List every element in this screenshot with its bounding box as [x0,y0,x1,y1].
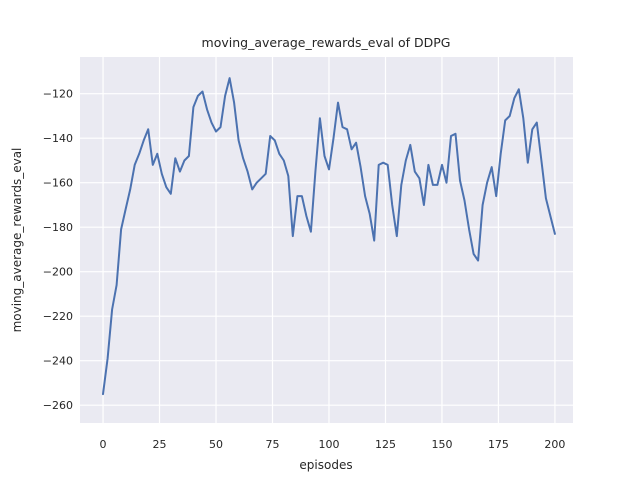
x-tick-label: 125 [375,438,396,451]
x-tick-label: 75 [266,438,280,451]
x-tick-label: 0 [100,438,107,451]
y-tick-label: −240 [43,355,73,368]
x-tick-labels: 0 25 50 75 100 125 150 175 200 [100,438,566,451]
gridlines [80,57,573,423]
y-axis-label: moving_average_rewards_eval [10,148,24,333]
reward-line [102,77,556,396]
y-tick-label: −140 [43,132,73,145]
y-tick-label: −200 [43,266,73,279]
chart-title: moving_average_rewards_eval of DDPG [202,35,451,50]
x-tick-label: 200 [544,438,565,451]
y-tick-label: −120 [43,88,73,101]
x-tick-label: 25 [153,438,167,451]
y-tick-labels: −120 −140 −160 −180 −200 −220 −240 −260 [43,88,73,412]
y-tick-label: −180 [43,221,73,234]
y-tick-label: −220 [43,310,73,323]
y-tick-label: −260 [43,399,73,412]
x-tick-label: 175 [488,438,509,451]
x-tick-label: 150 [431,438,452,451]
x-tick-label: 100 [318,438,339,451]
plot-area [80,57,573,423]
y-tick-label: −160 [43,177,73,190]
x-axis-label: episodes [299,458,352,472]
x-tick-label: 50 [209,438,223,451]
data-series [102,77,556,396]
